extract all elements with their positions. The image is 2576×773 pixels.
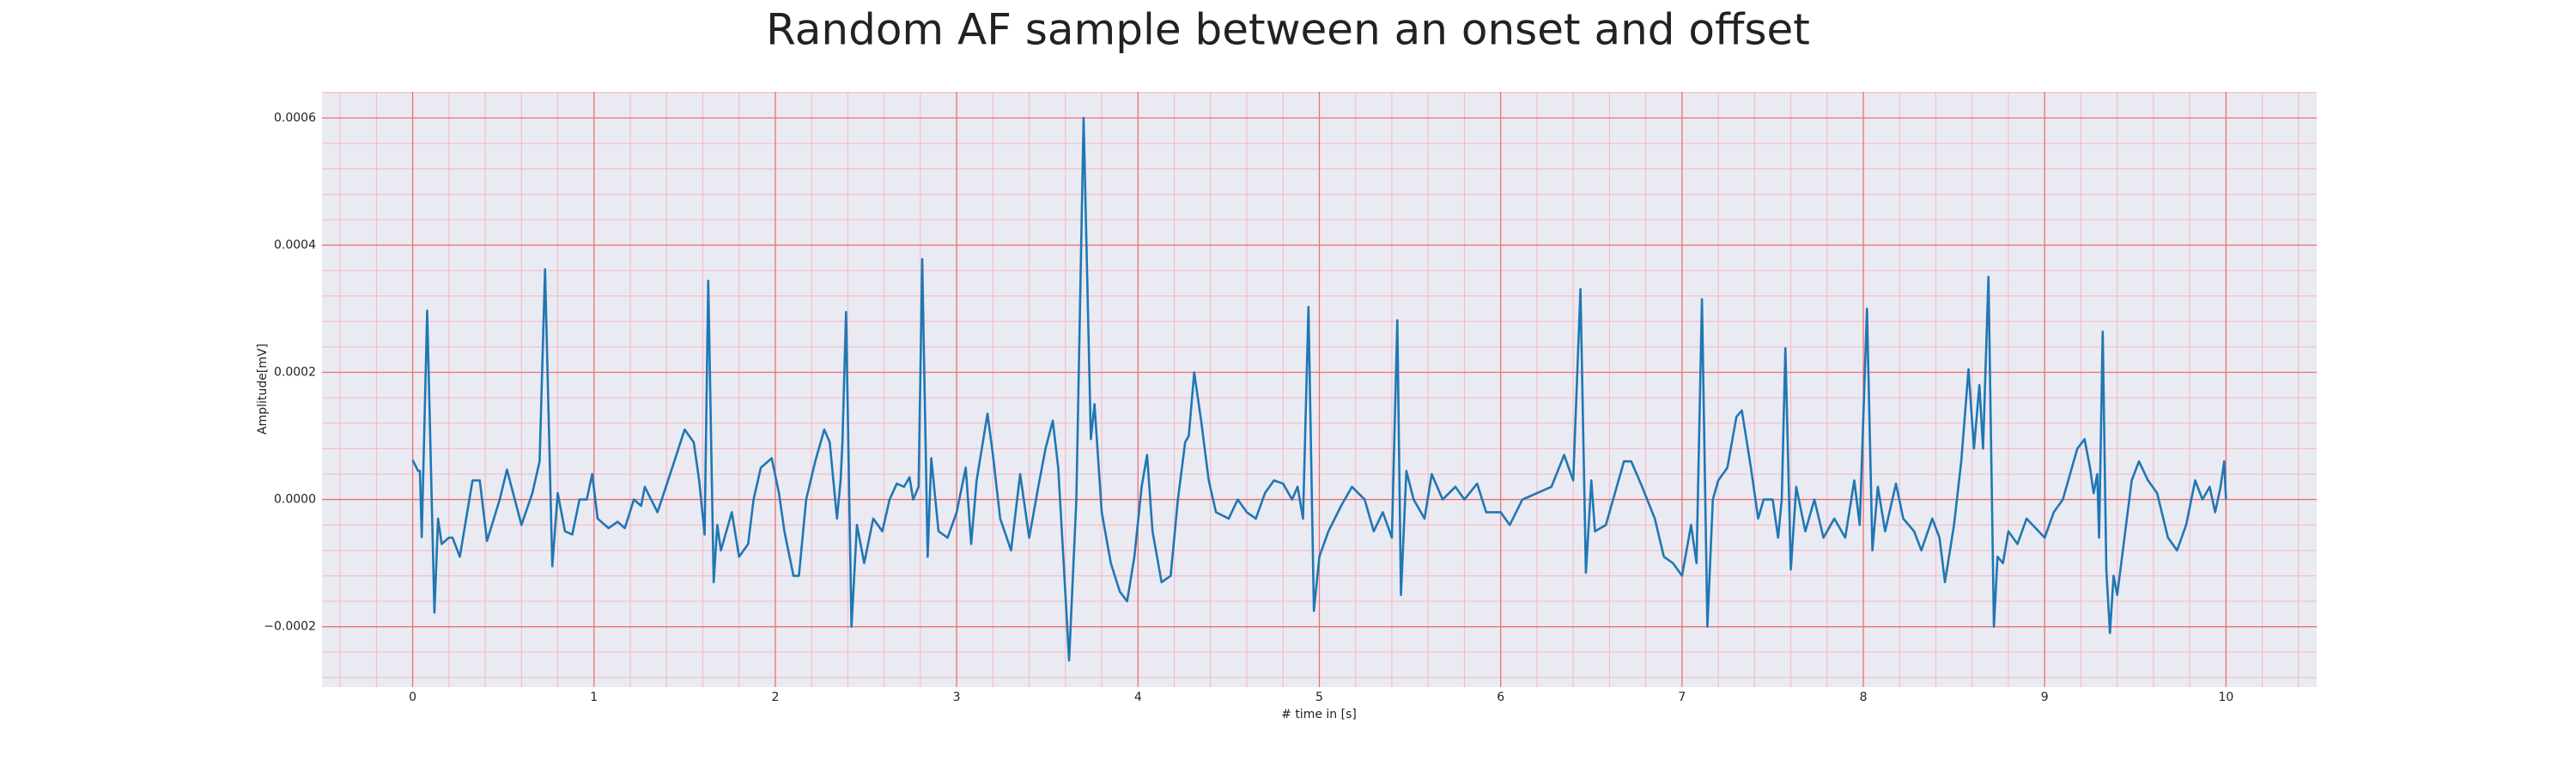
y-tick-label: 0.0000 xyxy=(274,493,316,507)
x-tick-label: 6 xyxy=(1497,691,1504,704)
signal-line xyxy=(411,117,2227,662)
y-tick-label: 0.0006 xyxy=(274,111,316,125)
x-tick-label: 0 xyxy=(409,691,416,704)
chart-title: Random AF sample between an onset and of… xyxy=(766,5,1810,55)
y-tick-label: 0.0002 xyxy=(274,366,316,380)
x-tick-label: 7 xyxy=(1678,691,1686,704)
y-tick-label: −0.0002 xyxy=(264,620,316,634)
x-tick-label: 9 xyxy=(2041,691,2049,704)
x-tick-label: 8 xyxy=(1860,691,1868,704)
x-tick-label: 5 xyxy=(1315,691,1323,704)
x-axis-label: # time in [s] xyxy=(1281,708,1357,721)
x-tick-label: 2 xyxy=(771,691,779,704)
x-tick-label: 4 xyxy=(1134,691,1142,704)
x-tick-label: 3 xyxy=(953,691,961,704)
y-axis-label: Amplitude[mV] xyxy=(256,344,270,435)
x-tick-label: 1 xyxy=(590,691,598,704)
y-tick-label: 0.0004 xyxy=(274,238,316,252)
x-tick-label: 10 xyxy=(2218,691,2233,704)
